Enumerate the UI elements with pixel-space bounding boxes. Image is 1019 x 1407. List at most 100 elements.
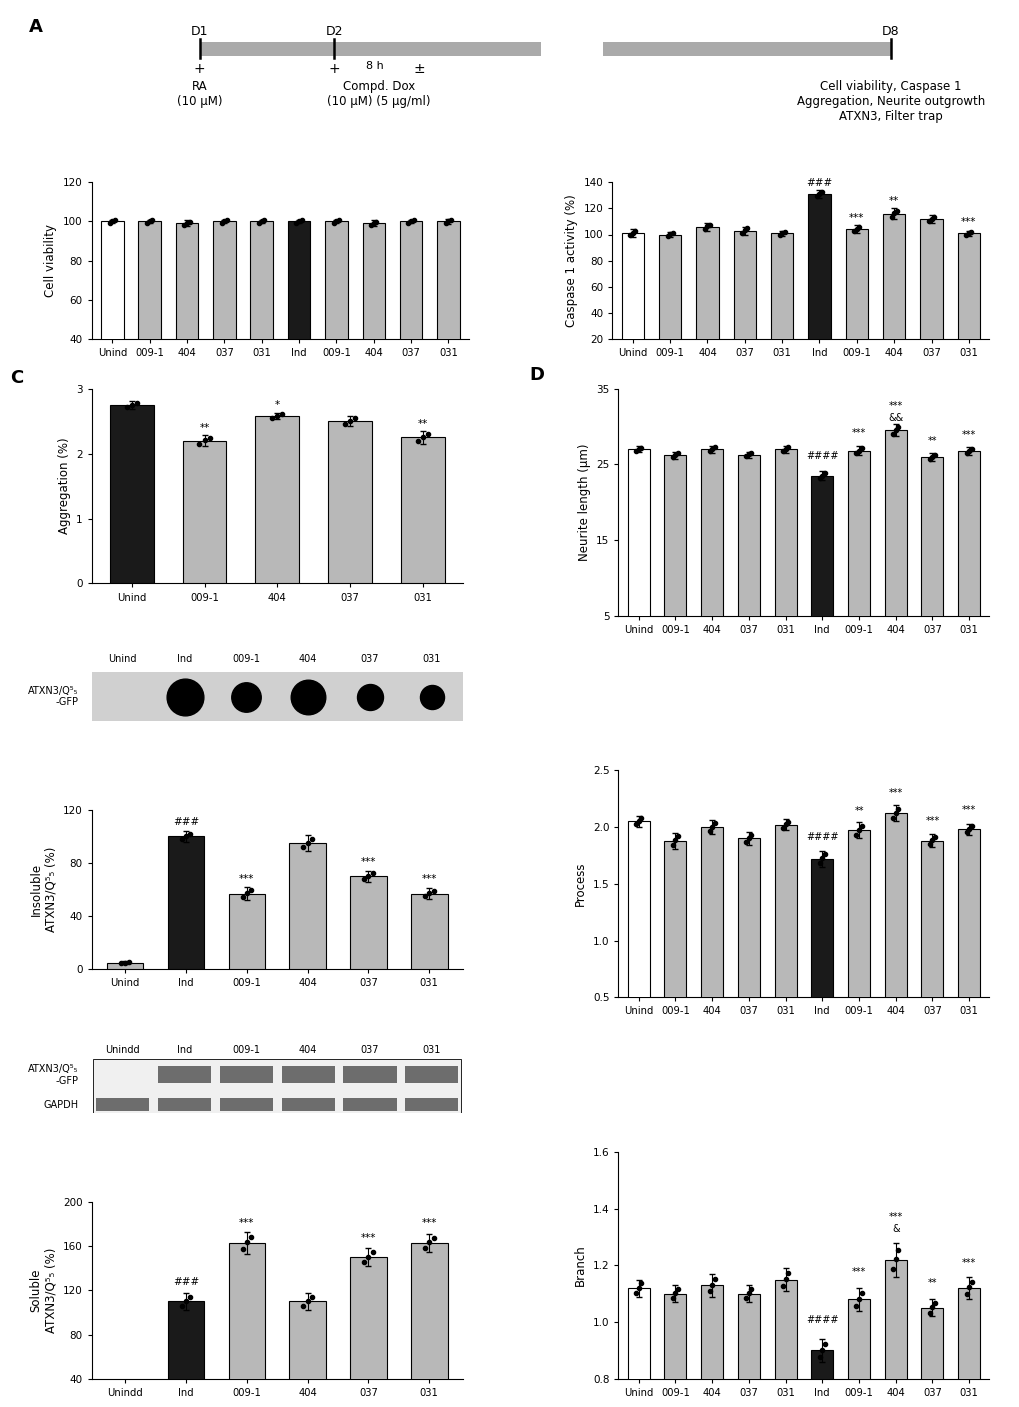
Point bbox=[666, 445, 683, 467]
Bar bbox=[627, 1287, 649, 1407]
Text: ####: #### bbox=[805, 1316, 838, 1325]
Point bbox=[176, 214, 193, 236]
Text: **: ** bbox=[889, 196, 899, 205]
Text: 037: 037 bbox=[361, 654, 379, 664]
Point bbox=[811, 1345, 827, 1368]
Point bbox=[346, 407, 363, 429]
Point bbox=[219, 210, 235, 232]
Point bbox=[274, 402, 290, 425]
Point bbox=[960, 439, 976, 461]
Text: **: ** bbox=[927, 1278, 936, 1287]
Point bbox=[958, 1283, 974, 1306]
Point bbox=[425, 879, 441, 902]
Point bbox=[703, 438, 719, 460]
Bar bbox=[399, 221, 422, 416]
Point bbox=[269, 405, 285, 428]
Point bbox=[288, 211, 305, 234]
Point bbox=[774, 1275, 791, 1297]
Point bbox=[414, 426, 430, 449]
Bar bbox=[663, 840, 686, 1054]
Point bbox=[325, 211, 341, 234]
Bar bbox=[168, 836, 204, 969]
Point bbox=[851, 215, 867, 238]
Bar bbox=[328, 421, 372, 584]
Point bbox=[923, 446, 940, 469]
Bar bbox=[411, 1242, 447, 1407]
Point bbox=[406, 210, 422, 232]
Text: ATXN3/Q⁵₅
-GFP: ATXN3/Q⁵₅ -GFP bbox=[28, 1064, 78, 1086]
Point bbox=[360, 1245, 376, 1268]
Point bbox=[360, 865, 376, 888]
Point bbox=[330, 210, 346, 232]
Point bbox=[850, 819, 866, 841]
FancyBboxPatch shape bbox=[281, 1097, 334, 1110]
Point bbox=[633, 436, 649, 459]
Text: ***: *** bbox=[961, 805, 975, 815]
Bar bbox=[957, 450, 979, 654]
Point bbox=[926, 443, 943, 466]
Point bbox=[256, 210, 272, 232]
Bar bbox=[325, 221, 347, 416]
Point bbox=[848, 823, 864, 846]
Point bbox=[238, 1231, 255, 1254]
Bar bbox=[362, 224, 384, 416]
Point bbox=[884, 806, 901, 829]
Point bbox=[808, 184, 824, 207]
Point bbox=[739, 217, 755, 239]
Point bbox=[921, 447, 937, 470]
Text: ATXN3/Q⁵₅
-GFP: ATXN3/Q⁵₅ -GFP bbox=[28, 685, 78, 708]
Point bbox=[234, 886, 251, 909]
Bar bbox=[845, 229, 867, 364]
Point bbox=[627, 219, 643, 242]
Point bbox=[107, 210, 123, 232]
FancyBboxPatch shape bbox=[603, 42, 890, 56]
Bar bbox=[228, 1242, 265, 1407]
Point bbox=[774, 440, 791, 463]
Point bbox=[238, 685, 255, 708]
Text: D8: D8 bbox=[881, 25, 899, 38]
Bar bbox=[773, 1279, 796, 1407]
Point bbox=[890, 1240, 906, 1262]
Bar bbox=[101, 221, 123, 416]
Point bbox=[853, 438, 869, 460]
Point bbox=[743, 442, 759, 464]
Bar bbox=[110, 405, 154, 584]
Bar bbox=[737, 839, 759, 1054]
Point bbox=[816, 1332, 833, 1355]
Point bbox=[922, 207, 938, 229]
Text: ####: #### bbox=[805, 450, 838, 460]
Point bbox=[888, 200, 904, 222]
Point bbox=[926, 1292, 943, 1314]
Point bbox=[356, 1251, 372, 1273]
Text: ***: *** bbox=[238, 1218, 255, 1228]
Point bbox=[780, 1262, 796, 1285]
Point bbox=[173, 829, 190, 851]
Point bbox=[658, 225, 675, 248]
Point bbox=[921, 1301, 937, 1324]
Point bbox=[845, 219, 861, 242]
Point bbox=[886, 203, 902, 225]
Point bbox=[294, 836, 311, 858]
Point bbox=[113, 1401, 129, 1407]
Point bbox=[425, 1227, 441, 1249]
Point bbox=[336, 412, 353, 435]
Bar bbox=[175, 224, 198, 416]
Point bbox=[419, 422, 435, 445]
Point bbox=[664, 834, 681, 857]
Point bbox=[963, 815, 979, 837]
Point bbox=[304, 1285, 320, 1307]
Y-axis label: Neurite length (μm): Neurite length (μm) bbox=[577, 443, 590, 561]
Point bbox=[963, 1271, 979, 1293]
Point bbox=[182, 822, 199, 844]
Bar bbox=[289, 1301, 326, 1407]
Y-axis label: Cell viability: Cell viability bbox=[45, 224, 57, 297]
Text: GAPDH: GAPDH bbox=[43, 1099, 78, 1110]
Point bbox=[696, 218, 712, 241]
Point bbox=[926, 826, 943, 848]
Point bbox=[816, 461, 833, 484]
Text: ###: ### bbox=[173, 1278, 199, 1287]
Point bbox=[776, 438, 793, 460]
Point bbox=[775, 221, 792, 243]
Text: **: ** bbox=[927, 436, 936, 446]
Point bbox=[921, 833, 937, 855]
